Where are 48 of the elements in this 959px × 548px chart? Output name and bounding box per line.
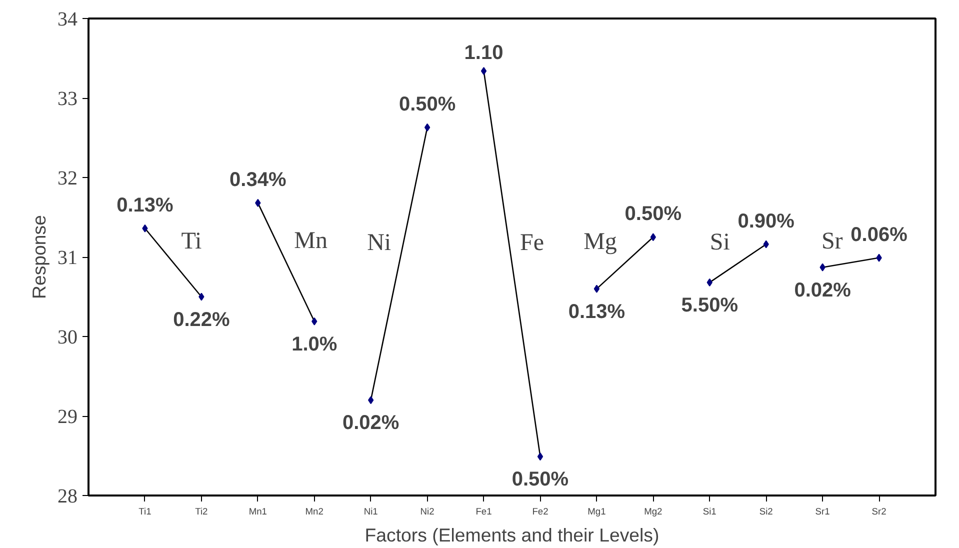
annotation: 5.50%	[681, 294, 738, 316]
x-tick-label: Ni1	[364, 506, 378, 516]
x-tick-label: Fe2	[532, 506, 548, 516]
series-label: Mg	[584, 228, 617, 255]
series-label: Mn	[294, 228, 328, 254]
series-label: Ni	[367, 230, 392, 256]
y-tick-label: 30	[58, 326, 78, 348]
y-tick-label: 33	[58, 88, 78, 110]
series-label: Sr	[821, 228, 843, 255]
point	[594, 284, 600, 293]
x-tick-label: Fe1	[476, 506, 492, 516]
annotation: 1.10	[464, 42, 504, 64]
x-tick-label: Mg1	[588, 506, 606, 516]
x-tick-label: Mn2	[305, 506, 324, 516]
y-tick-label: 34	[58, 8, 78, 30]
y-tick-label: 32	[58, 168, 78, 190]
annotation: 0.50%	[398, 93, 456, 116]
annotation: 0.50%	[512, 468, 569, 491]
point	[424, 123, 430, 132]
annotation: 0.06%	[850, 224, 908, 246]
annotation: 0.50%	[624, 203, 682, 226]
annotation: 0.13%	[116, 194, 174, 216]
annotation: 0.22%	[173, 308, 230, 331]
point	[480, 66, 487, 75]
y-tick-label: 29	[58, 406, 78, 428]
series-label: Si	[710, 229, 730, 256]
x-tick-label: Si1	[702, 506, 716, 516]
series-label: Fe	[520, 230, 544, 256]
x-tick-label: Sr2	[872, 506, 886, 516]
point	[537, 452, 544, 461]
series-label: Ti	[181, 228, 202, 255]
annotation: 0.90%	[738, 210, 795, 232]
x-tick-label: Si2	[759, 506, 773, 516]
x-tick-label: Mg2	[644, 506, 662, 516]
y-tick-label: 28	[58, 486, 78, 508]
annotation: 0.02%	[342, 412, 400, 434]
annotation: 0.02%	[794, 279, 852, 302]
annotation: 0.13%	[568, 300, 626, 323]
x-tick-label: Ti1	[138, 506, 152, 516]
x-tick-label: Mn1	[248, 506, 267, 516]
annotation: 1.0%	[292, 333, 338, 356]
x-tick-label: Sr1	[815, 506, 830, 516]
x-tick-label: Ni2	[420, 506, 434, 516]
y-tick-label: 31	[58, 247, 78, 269]
x-tick-label: Ti2	[195, 506, 208, 516]
annotation: 0.34%	[230, 168, 286, 191]
y-axis-title: Response	[28, 214, 50, 300]
x-axis-title: Factors (Elements and their Levels)	[364, 524, 660, 546]
